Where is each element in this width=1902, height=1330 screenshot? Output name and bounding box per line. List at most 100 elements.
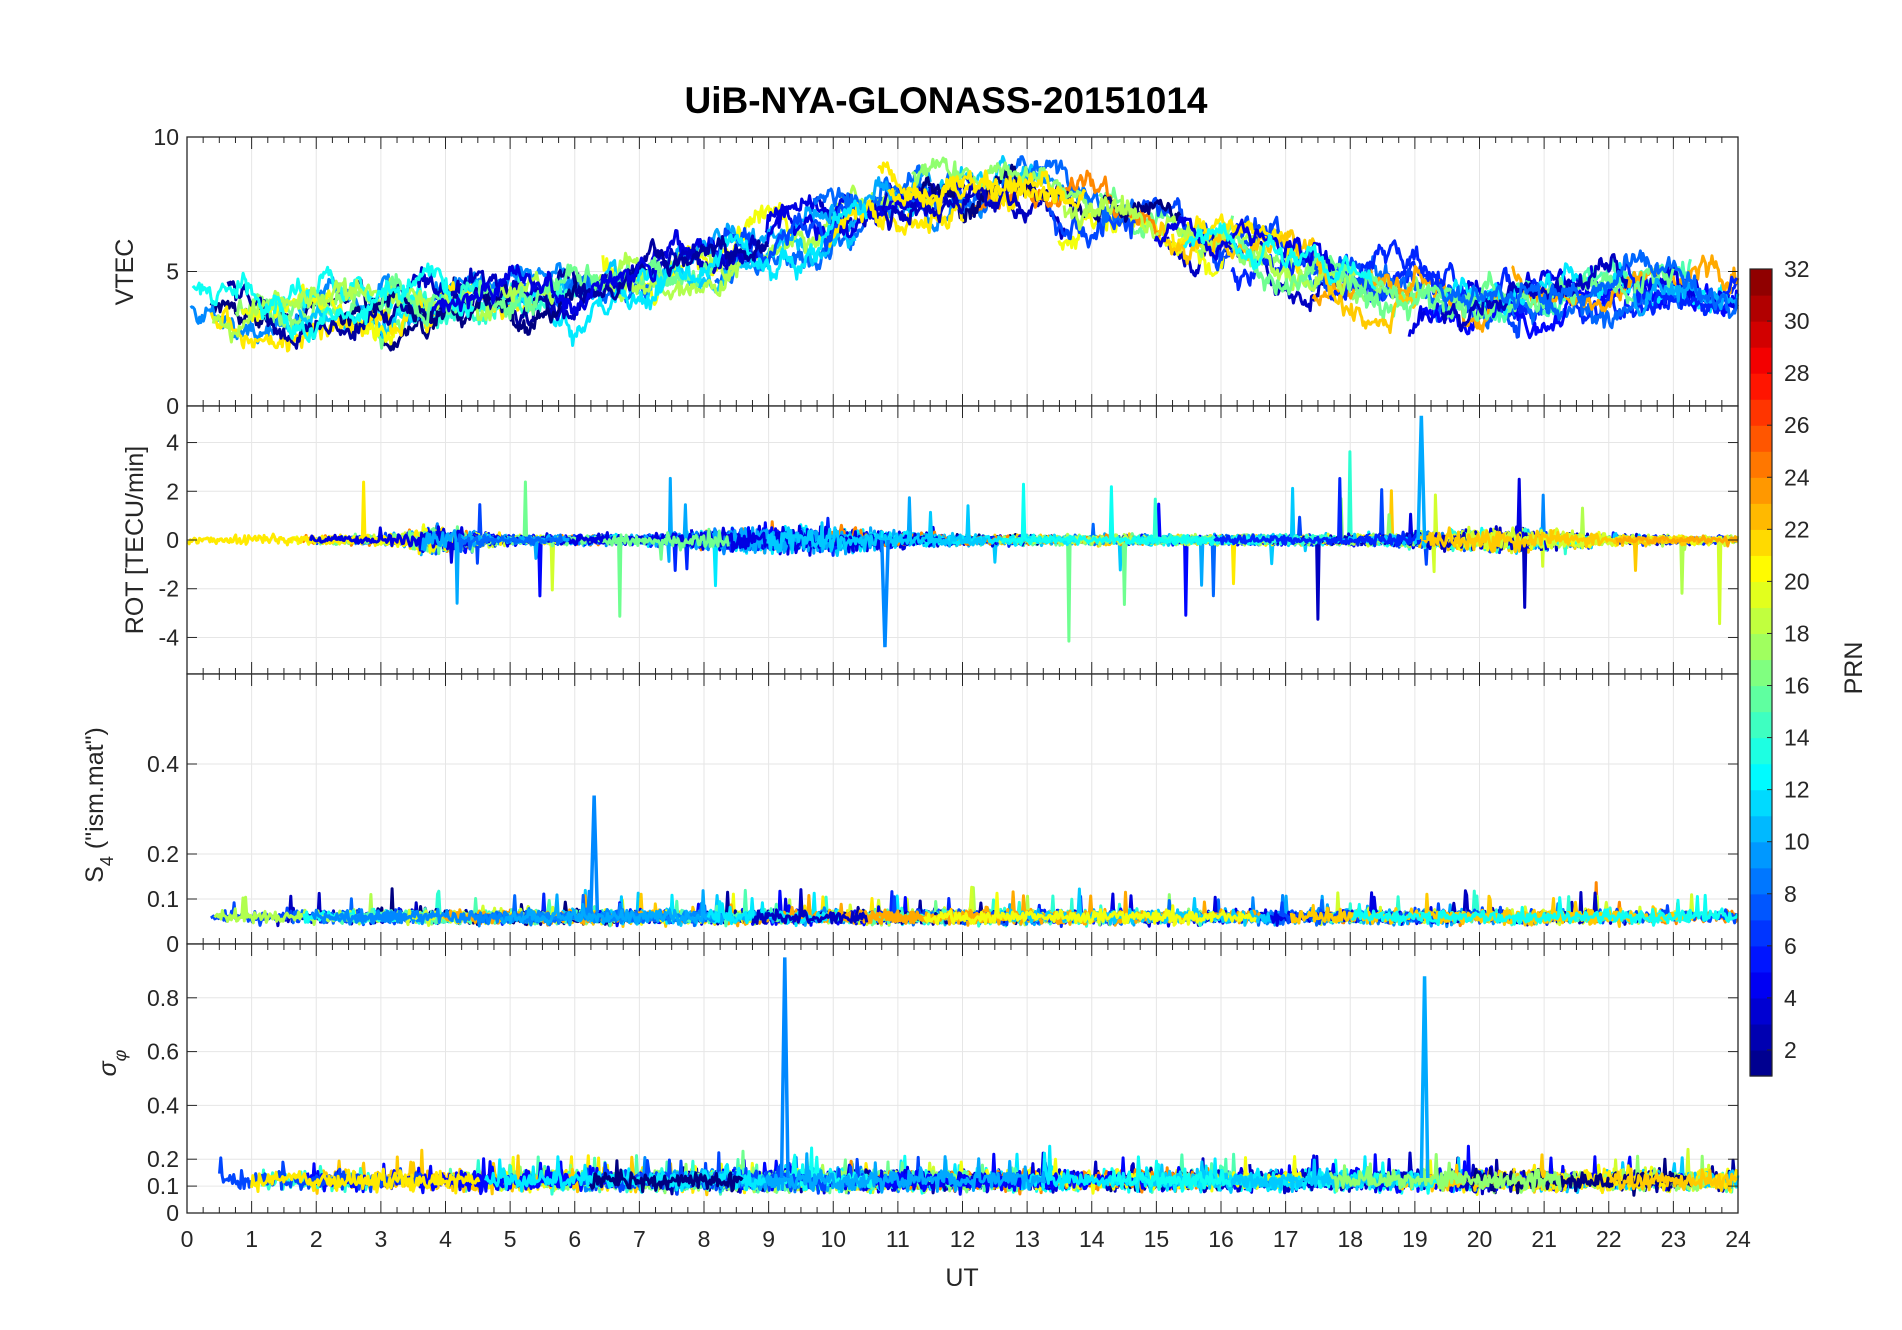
colorbar-frame xyxy=(1749,268,1773,1077)
colorbar-segment xyxy=(1750,529,1772,556)
colorbar-label: PRN xyxy=(1840,642,1868,695)
rot-traces xyxy=(186,415,1740,648)
x-tick-label: 15 xyxy=(1144,1226,1170,1252)
trace-prn-22 xyxy=(1418,526,1708,572)
colorbar-segment xyxy=(1750,841,1772,869)
trace-prn-13 xyxy=(1182,222,1377,291)
s4-ylabel-rest: ("ism.mat") xyxy=(81,727,109,856)
colorbar-tick-label: 6 xyxy=(1784,933,1797,959)
colorbar-segment xyxy=(1750,867,1772,895)
x-tick-label: 6 xyxy=(568,1226,581,1252)
colorbar-segment xyxy=(1750,373,1772,400)
x-tick-label: 18 xyxy=(1337,1226,1363,1252)
vtec-traces xyxy=(189,155,1740,353)
x-tick-label: 14 xyxy=(1079,1226,1105,1252)
trace-prn-21 xyxy=(250,1167,481,1195)
s4-ylabel-sub: 4 xyxy=(97,856,117,866)
rot-ylabel: ROT [TECU/min] xyxy=(121,446,149,634)
x-tick-label: 0 xyxy=(181,1226,194,1252)
colorbar-tick-label: 24 xyxy=(1784,464,1810,490)
colorbar-segment xyxy=(1750,737,1772,765)
colorbar-segment xyxy=(1750,269,1772,296)
trace-prn-13 xyxy=(1350,896,1697,927)
x-tick-label: 1 xyxy=(245,1226,258,1252)
trace-prn-6 xyxy=(1213,477,1422,548)
spike-peak xyxy=(589,795,600,913)
x-tick-label: 4 xyxy=(439,1226,452,1252)
trace-prn-8 xyxy=(1438,249,1739,319)
colorbar-segment xyxy=(1750,451,1772,478)
colorbar-segment xyxy=(1750,321,1772,348)
colorbar-segment xyxy=(1750,815,1772,843)
sigma_phi-panel: 00.10.20.40.60.80 1 2 3 4 5 6 7 8 9 10 11 12 13 14 15 16… xyxy=(147,943,1751,1252)
colorbar-segment xyxy=(1750,971,1772,999)
x-tick-label: 17 xyxy=(1273,1226,1299,1252)
trace-prn-20 xyxy=(923,891,1257,927)
y-tick-label: 2 xyxy=(166,478,179,504)
trace-prn-13 xyxy=(191,262,475,343)
x-tick-label: 11 xyxy=(886,1226,910,1252)
rot-panel: -4 -2 0 2 4 xyxy=(159,405,1740,675)
colorbar-tick-label: 30 xyxy=(1784,308,1810,334)
y-tick-label: 0 xyxy=(166,527,179,553)
y-tick-label: -2 xyxy=(159,576,179,602)
y-tick-label: 0.2 xyxy=(147,1146,179,1172)
colorbar-segment xyxy=(1750,763,1772,791)
spike-peak xyxy=(1416,415,1427,541)
sigma-ylabel-main: σ xyxy=(94,1060,122,1076)
colorbar-segment xyxy=(1750,711,1772,739)
y-tick-label: 0 xyxy=(166,393,179,419)
x-tick-label: 13 xyxy=(1014,1226,1040,1252)
spike-min xyxy=(879,539,890,648)
y-tick-label: 0.6 xyxy=(147,1039,179,1065)
y-tick-label: 0.4 xyxy=(147,751,179,777)
colorbar-segment xyxy=(1750,789,1772,817)
colorbar-segment xyxy=(1750,633,1772,661)
trace-prn-21 xyxy=(877,161,1057,215)
colorbar-segment xyxy=(1750,607,1772,635)
colorbar-segment xyxy=(1750,295,1772,322)
trace-prn-3 xyxy=(751,888,869,925)
s4-panel: 0 0.1 0.2 0.4 xyxy=(147,673,1739,957)
figure-title: UiB-NYA-GLONASS-20151014 xyxy=(685,80,1208,121)
trace-prn-17 xyxy=(1328,1153,1562,1193)
colorbar-segment xyxy=(1750,347,1772,374)
colorbar-tick-label: 16 xyxy=(1784,673,1810,699)
colorbar-tick-label: 28 xyxy=(1784,360,1810,386)
trace-prn-10 xyxy=(692,1152,1047,1194)
y-tick-label: 0.8 xyxy=(147,985,179,1011)
y-tick-label: 0.4 xyxy=(147,1092,179,1118)
x-tick-label: 2 xyxy=(310,1226,323,1252)
trace-prn-13 xyxy=(1110,1155,1232,1193)
colorbar-tick-label: 14 xyxy=(1784,725,1810,751)
vtec-panel: 0 5 10 xyxy=(153,124,1740,419)
y-tick-label: 5 xyxy=(166,259,179,285)
x-tick-label: 22 xyxy=(1596,1226,1622,1252)
colorbar-segment xyxy=(1750,503,1772,530)
spike-peak xyxy=(1419,976,1430,1179)
trace-prn-10 xyxy=(672,166,932,264)
colorbar-segment xyxy=(1750,997,1772,1025)
y-tick-label: 0.1 xyxy=(147,886,179,912)
trace-prn-3 xyxy=(1440,253,1629,332)
colorbar-segment xyxy=(1750,581,1772,609)
trace-prn-1 xyxy=(588,1159,744,1194)
x-tick-label: 9 xyxy=(762,1226,775,1252)
y-tick-label: -4 xyxy=(159,624,180,650)
colorbar-segment xyxy=(1750,425,1772,452)
colorbar-segment xyxy=(1750,477,1772,504)
colorbar-segment xyxy=(1750,893,1772,921)
trace-prn-8 xyxy=(456,533,564,553)
trace-prn-6 xyxy=(1623,262,1739,316)
colorbar-tick-label: 4 xyxy=(1784,985,1797,1011)
sigma_phi-traces xyxy=(218,957,1740,1197)
x-tick-label: 19 xyxy=(1402,1226,1428,1252)
x-tick-label: 24 xyxy=(1725,1226,1751,1252)
x-tick-label: 16 xyxy=(1208,1226,1234,1252)
colorbar-tick-label: 2 xyxy=(1784,1037,1797,1063)
ut-xlabel: UT xyxy=(945,1264,978,1292)
y-tick-label: 0 xyxy=(166,931,179,957)
x-tick-label: 5 xyxy=(504,1226,517,1252)
y-tick-label: 10 xyxy=(153,124,179,150)
colorbar-segment xyxy=(1750,1023,1772,1051)
